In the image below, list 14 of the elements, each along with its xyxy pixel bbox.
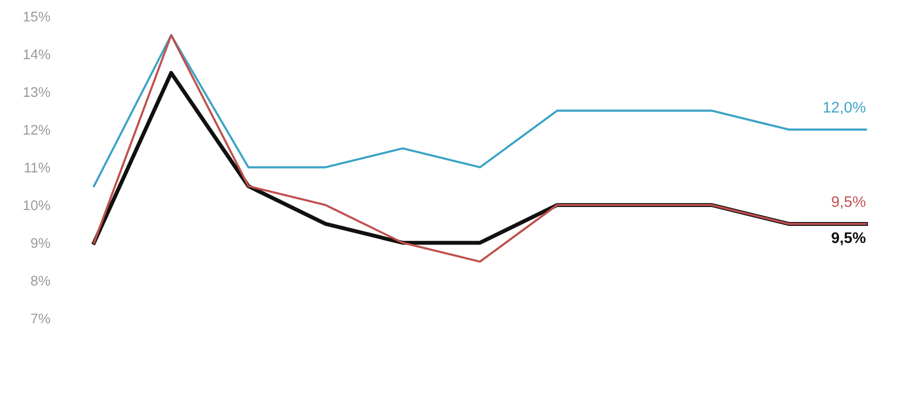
y-tick-label: 14% bbox=[24, 49, 50, 60]
y-tick-label: 11% bbox=[24, 162, 50, 172]
y-tick-label: 12% bbox=[24, 124, 50, 135]
y-tick-label: 8% bbox=[31, 276, 50, 286]
data-label: 9,5% bbox=[832, 196, 866, 209]
y-tick-label: 10% bbox=[24, 200, 50, 210]
data-label: 12,0% bbox=[824, 102, 866, 114]
y-tick-label: 9% bbox=[31, 238, 50, 248]
y-tick-label: 13% bbox=[24, 87, 50, 97]
y-tick-label: 7% bbox=[31, 314, 50, 324]
line-series bbox=[92, 34, 867, 263]
y-tick-label: 15% bbox=[24, 12, 50, 22]
data-label: 9,5% bbox=[832, 232, 866, 246]
line-series bbox=[92, 34, 867, 188]
